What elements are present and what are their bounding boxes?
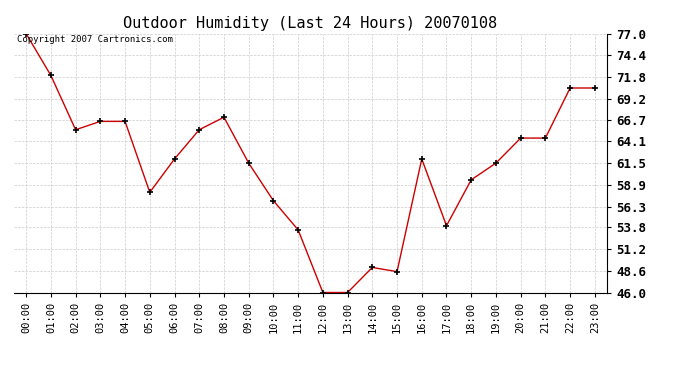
Text: Copyright 2007 Cartronics.com: Copyright 2007 Cartronics.com	[17, 35, 172, 44]
Title: Outdoor Humidity (Last 24 Hours) 20070108: Outdoor Humidity (Last 24 Hours) 2007010…	[124, 16, 497, 31]
